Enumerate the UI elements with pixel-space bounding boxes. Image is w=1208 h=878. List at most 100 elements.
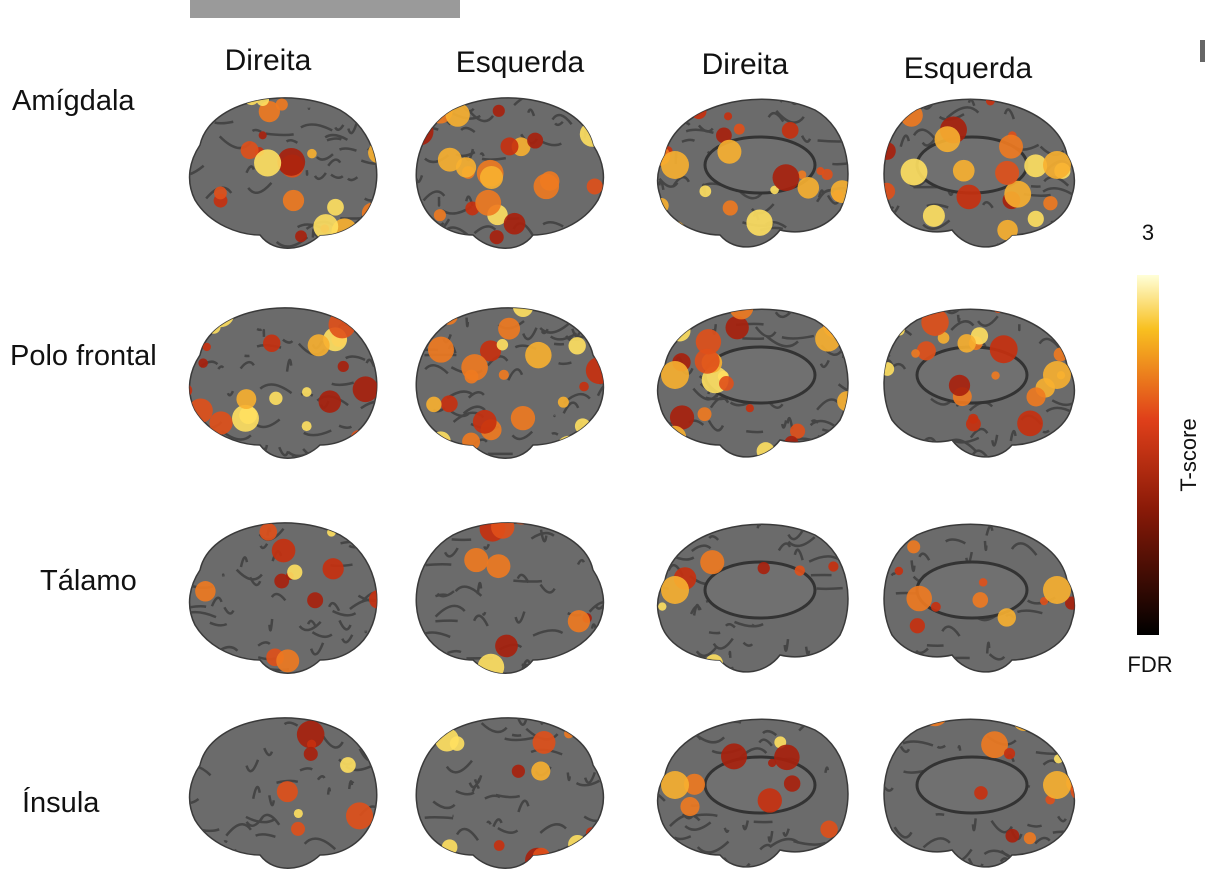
sulcus <box>697 124 714 133</box>
brain <box>883 521 1076 673</box>
sulcus <box>355 226 377 240</box>
activation-blob <box>826 655 848 672</box>
sulcus <box>315 153 334 161</box>
activation-blob <box>303 746 318 761</box>
activation-blob <box>495 634 518 658</box>
activation-blob <box>805 309 818 314</box>
sulcus <box>1000 521 1001 523</box>
sulcus <box>1082 198 1088 205</box>
activation-blob <box>1043 771 1071 799</box>
sulcus <box>587 97 604 103</box>
sulcus <box>320 93 332 94</box>
activation-blob <box>921 309 949 336</box>
sulcus <box>540 328 549 335</box>
sulcus <box>947 707 964 718</box>
sulcus <box>436 590 455 598</box>
sulcus <box>1003 108 1016 120</box>
activation-blob <box>981 731 1008 759</box>
activation-blob <box>489 230 504 245</box>
sulcus <box>342 854 360 864</box>
row-label: Polo frontal <box>10 340 157 372</box>
sulcus <box>476 581 483 595</box>
sulcus <box>899 745 911 754</box>
sulcus <box>349 598 377 611</box>
sulcus <box>214 120 234 125</box>
activation-blob <box>496 339 509 351</box>
activation-blob <box>921 719 949 727</box>
sulcus <box>793 548 804 561</box>
sulcus <box>416 347 420 361</box>
activation-blob <box>498 369 509 380</box>
sulcus <box>756 524 761 529</box>
activation-blob <box>269 391 283 405</box>
sulcus <box>314 858 339 866</box>
sulcus <box>414 510 429 517</box>
activation-blob <box>195 581 216 602</box>
sulcus <box>967 99 976 107</box>
activation-blob <box>275 98 288 111</box>
activation-blob <box>821 99 848 101</box>
activation-blob <box>837 391 848 412</box>
sulcus <box>225 823 252 837</box>
sulcus <box>332 609 357 617</box>
sulcus <box>216 244 223 249</box>
sulcus <box>1041 524 1070 529</box>
sulcus <box>840 508 853 518</box>
brain <box>188 522 378 674</box>
sulcus <box>173 766 187 774</box>
sulcus <box>167 230 180 237</box>
sulcus <box>781 334 815 340</box>
sulcus <box>577 658 604 665</box>
sulcus <box>195 696 219 706</box>
activation-blob <box>756 442 775 457</box>
sulcus <box>259 383 293 395</box>
sulcus <box>514 611 526 624</box>
sulcus <box>479 152 485 157</box>
activation-blob <box>934 126 961 153</box>
activation-blob <box>745 404 754 413</box>
sulcus <box>825 719 839 723</box>
activation-blob <box>884 362 895 376</box>
activation-blob <box>956 184 982 210</box>
brain <box>656 98 849 248</box>
sulcus <box>1073 720 1075 724</box>
sulcus <box>313 172 327 181</box>
sulcus <box>613 95 620 106</box>
activation-blob <box>493 840 505 851</box>
sulcus <box>837 706 859 708</box>
sulcus <box>379 113 387 121</box>
activation-blob <box>586 178 603 195</box>
sulcus <box>945 538 966 545</box>
sulcus <box>708 631 721 635</box>
sulcus <box>775 515 798 518</box>
sulcus <box>443 547 459 558</box>
activation-blob <box>666 314 678 326</box>
sulcus <box>527 108 536 117</box>
sulcus <box>666 524 677 525</box>
activation-blob <box>313 214 339 239</box>
sulcus <box>681 138 696 143</box>
sulcus <box>328 601 341 612</box>
sulcus <box>190 605 207 609</box>
sulcus <box>465 317 470 328</box>
activation-blob <box>1027 210 1044 227</box>
activation-blob <box>978 578 988 587</box>
brain <box>188 307 378 459</box>
cropped-image-edge <box>190 0 460 18</box>
sulcus <box>709 396 730 409</box>
sulcus <box>1071 409 1075 421</box>
activation-blob <box>974 786 988 800</box>
sulcus <box>935 813 945 817</box>
sulcus <box>455 827 480 841</box>
sulcus <box>1070 348 1075 359</box>
sulcus <box>728 650 732 658</box>
activation-blob <box>922 204 945 227</box>
sulcus <box>405 117 414 119</box>
sulcus <box>832 162 847 166</box>
sulcus <box>189 865 196 869</box>
sulcus <box>217 365 225 370</box>
sulcus <box>422 190 446 202</box>
sulcus <box>189 729 200 742</box>
corpus-callosum <box>703 560 817 620</box>
